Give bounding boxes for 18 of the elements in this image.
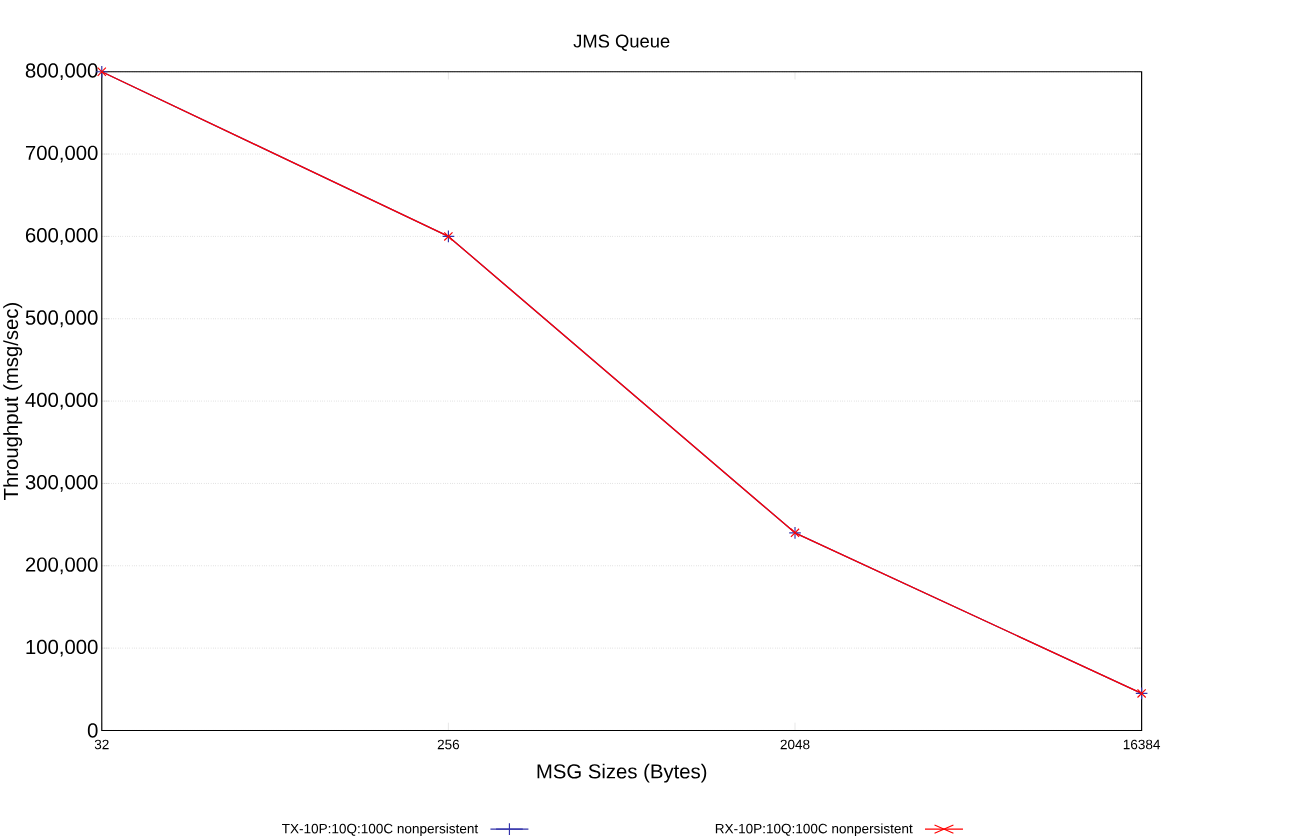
y-tick-label: 200,000	[25, 557, 98, 575]
y-tick-label: 600,000	[25, 228, 98, 245]
x-tick-label: 16384	[1123, 739, 1161, 750]
y-tick-label: 100,000	[26, 639, 98, 657]
y-tick-label: 0	[87, 723, 98, 738]
y-tick-label: 800,000	[25, 63, 98, 81]
x-axis-title: MSG Sizes (Bytes)	[537, 763, 707, 783]
legend-label: TX-10P:10Q:100C nonpersistent	[282, 823, 479, 837]
y-tick-label: 300,000	[25, 475, 98, 493]
chart-title: JMS Queue	[573, 34, 670, 52]
x-tick-label: 2048	[780, 739, 810, 750]
legend-label: RX-10P:10Q:100C nonpersistent	[715, 823, 913, 837]
y-tick-label: 400,000	[25, 392, 98, 410]
y-tick-label: 700,000	[25, 145, 98, 163]
y-tick-label: 500,000	[25, 310, 98, 328]
y-axis-title: Throughput (msg/sec)	[3, 303, 23, 501]
x-tick-label: 32	[94, 739, 109, 750]
x-tick-label: 256	[437, 739, 460, 750]
